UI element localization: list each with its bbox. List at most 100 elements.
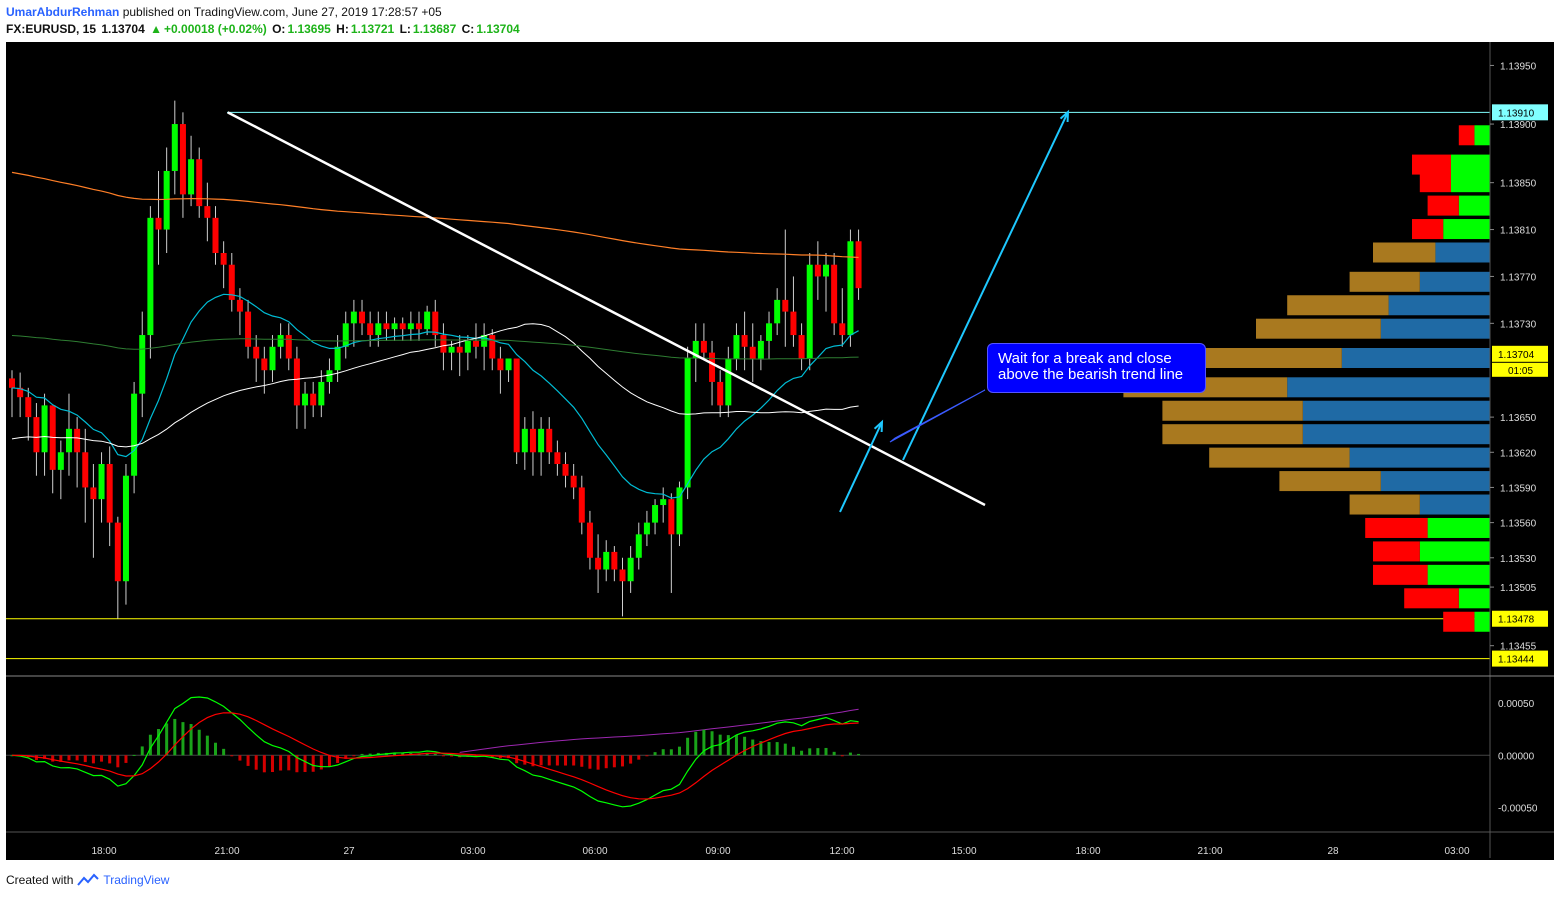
bear-candle[interactable] [204, 206, 211, 218]
bull-candle[interactable] [757, 340, 764, 359]
bear-candle[interactable] [82, 452, 89, 488]
annotation-callout[interactable]: Wait for a break and close above the bea… [987, 343, 1206, 393]
bear-candle[interactable] [399, 323, 406, 330]
bear-candle[interactable] [74, 428, 81, 453]
bull-candle[interactable] [652, 505, 659, 523]
bear-candle[interactable] [586, 522, 593, 558]
bear-candle[interactable] [529, 428, 536, 453]
bear-candle[interactable] [611, 551, 618, 570]
bull-candle[interactable] [847, 241, 854, 336]
bear-candle[interactable] [33, 417, 40, 453]
bear-candle[interactable] [798, 335, 805, 359]
bear-candle[interactable] [196, 159, 203, 207]
bear-candle[interactable] [179, 124, 186, 195]
projection-arrow-1[interactable] [839, 421, 883, 513]
bear-candle[interactable] [253, 346, 260, 359]
bear-candle[interactable] [700, 340, 707, 353]
bear-candle[interactable] [554, 452, 561, 464]
bear-candle[interactable] [782, 299, 789, 312]
bear-candle[interactable] [155, 217, 162, 230]
bull-candle[interactable] [481, 335, 488, 347]
bear-candle[interactable] [741, 335, 748, 347]
bull-candle[interactable] [147, 217, 154, 336]
bull-candle[interactable] [391, 323, 398, 330]
bear-candle[interactable] [17, 387, 24, 398]
bear-candle[interactable] [814, 264, 821, 277]
tradingview-link[interactable]: TradingView [103, 873, 170, 887]
bear-candle[interactable] [513, 358, 520, 453]
bear-candle[interactable] [212, 217, 219, 253]
bull-candle[interactable] [603, 551, 610, 570]
bear-candle[interactable] [359, 311, 366, 324]
bull-candle[interactable] [464, 340, 471, 353]
bull-candle[interactable] [188, 159, 195, 195]
bear-candle[interactable] [245, 311, 252, 347]
bull-candle[interactable] [505, 358, 512, 371]
bear-candle[interactable] [310, 393, 317, 406]
bear-candle[interactable] [9, 378, 15, 388]
bear-candle[interactable] [790, 311, 797, 336]
bear-candle[interactable] [472, 340, 479, 347]
price-chart[interactable]: 1.13950 1.13900 1.13850 1.13810 1.13770 1.137… [0, 40, 1560, 862]
bull-candle[interactable] [538, 428, 545, 453]
bear-candle[interactable] [546, 428, 553, 453]
bull-candle[interactable] [350, 311, 357, 324]
bull-candle[interactable] [424, 311, 431, 330]
bull-candle[interactable] [684, 358, 691, 488]
bull-candle[interactable] [448, 346, 455, 353]
bull-candle[interactable] [733, 335, 740, 359]
bear-candle[interactable] [228, 264, 235, 300]
bear-candle[interactable] [432, 311, 439, 336]
bull-candle[interactable] [65, 428, 72, 453]
bear-candle[interactable] [839, 323, 846, 336]
bull-candle[interactable] [57, 452, 64, 470]
bull-candle[interactable] [766, 323, 773, 341]
bear-candle[interactable] [562, 464, 569, 476]
bear-candle[interactable] [570, 475, 577, 488]
bull-candle[interactable] [375, 323, 382, 336]
bear-candle[interactable] [25, 397, 32, 418]
bull-candle[interactable] [326, 370, 333, 382]
bear-candle[interactable] [236, 299, 243, 312]
bear-candle[interactable] [383, 323, 390, 330]
bear-candle[interactable] [114, 522, 121, 582]
bull-candle[interactable] [131, 393, 138, 476]
bull-candle[interactable] [342, 323, 349, 347]
projection-arrow-2[interactable] [902, 111, 1069, 461]
bear-candle[interactable] [831, 264, 838, 324]
bear-candle[interactable] [367, 323, 374, 336]
bear-candle[interactable] [106, 464, 113, 523]
bull-candle[interactable] [643, 522, 650, 535]
bear-candle[interactable] [489, 335, 496, 359]
bull-candle[interactable] [806, 264, 813, 359]
bull-candle[interactable] [407, 323, 414, 330]
bull-candle[interactable] [676, 487, 683, 535]
bear-candle[interactable] [293, 358, 300, 406]
bear-candle[interactable] [578, 487, 585, 523]
bull-candle[interactable] [277, 335, 284, 347]
bear-candle[interactable] [261, 358, 268, 371]
bull-candle[interactable] [122, 475, 129, 582]
bear-candle[interactable] [855, 241, 862, 289]
bear-candle[interactable] [497, 358, 504, 371]
bear-candle[interactable] [285, 335, 292, 359]
bull-candle[interactable] [163, 170, 170, 230]
bear-candle[interactable] [717, 381, 724, 406]
bear-candle[interactable] [90, 487, 97, 500]
bull-candle[interactable] [139, 335, 146, 394]
bull-candle[interactable] [41, 405, 48, 453]
bull-candle[interactable] [635, 534, 642, 558]
author-link[interactable]: UmarAbdurRehman [6, 5, 120, 19]
bull-candle[interactable] [269, 346, 276, 371]
bull-candle[interactable] [725, 358, 732, 406]
bull-candle[interactable] [660, 499, 667, 506]
bull-candle[interactable] [521, 428, 528, 453]
bull-candle[interactable] [171, 124, 178, 171]
bear-candle[interactable] [749, 346, 756, 359]
price-pane[interactable] [6, 100, 1490, 753]
bull-candle[interactable] [318, 381, 325, 406]
bull-candle[interactable] [823, 264, 829, 277]
bear-candle[interactable] [416, 323, 422, 330]
bear-candle[interactable] [220, 253, 227, 265]
macd-pane[interactable] [6, 696, 1490, 808]
